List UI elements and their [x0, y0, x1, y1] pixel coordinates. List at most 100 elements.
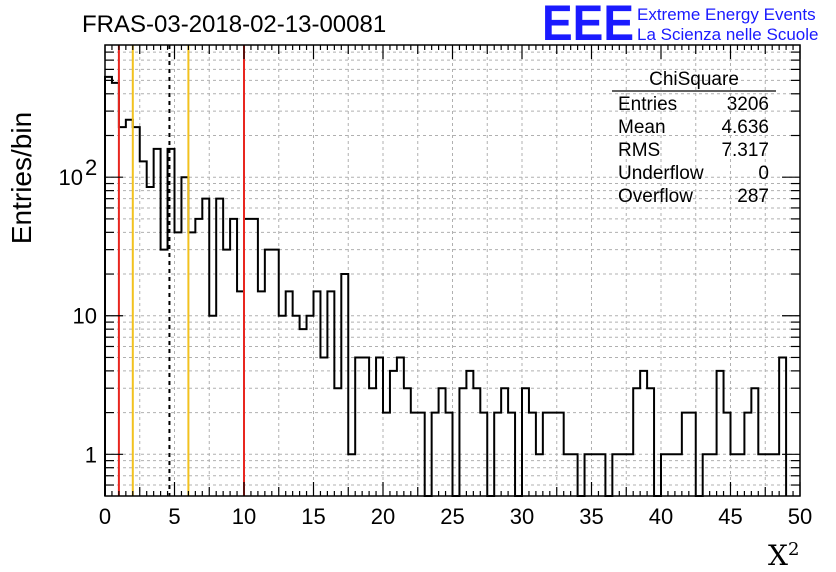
histogram-bin [140, 161, 147, 496]
x-axis-label: X2 [768, 539, 799, 572]
histogram-bin [265, 250, 272, 496]
histogram-bin [397, 357, 404, 496]
histogram-bin [661, 454, 668, 496]
histogram-bin [626, 454, 633, 496]
histogram-bin [501, 388, 508, 496]
x-tick-label: 50 [788, 504, 812, 529]
x-tick-label: 15 [301, 504, 325, 529]
histogram-bin [744, 413, 751, 496]
histogram-bin [223, 250, 230, 496]
histogram-bin [119, 127, 126, 496]
x-tick-label: 25 [440, 504, 464, 529]
histogram-bin [418, 413, 425, 496]
logo-eee-text: EEE [542, 0, 634, 51]
y-tick-label: 10 [59, 165, 83, 190]
histogram-bin [209, 316, 216, 496]
histogram-bin [411, 413, 418, 496]
histogram-bin [592, 454, 599, 496]
histogram-bin [619, 454, 626, 496]
stats-row-label: Overflow [618, 186, 693, 207]
histogram-bin [390, 371, 397, 496]
x-tick-label: 20 [371, 504, 395, 529]
histogram-bin [112, 83, 119, 496]
histogram-bin [758, 454, 765, 496]
stats-row-value: 7.317 [721, 140, 769, 161]
histogram-bin [633, 388, 640, 496]
histogram-bin [640, 371, 647, 496]
histogram-bin [216, 199, 223, 496]
y-tick-label: 1 [85, 442, 97, 467]
histogram-bin [529, 413, 536, 496]
histogram-bin [459, 388, 466, 496]
stats-title: ChiSquare [649, 69, 739, 90]
histogram-bin [126, 120, 133, 496]
histogram-bin [765, 454, 772, 496]
histogram-series [104, 75, 788, 497]
histogram-bin [307, 316, 314, 496]
histogram-bin [480, 413, 487, 496]
reference-lines [117, 45, 245, 496]
histogram-bin [675, 454, 682, 496]
histogram-bin [195, 219, 202, 496]
histogram-bin [494, 413, 501, 496]
stats-row-label: RMS [618, 140, 660, 161]
stats-row-label: Entries [618, 94, 677, 115]
histogram-bin [724, 413, 731, 496]
histogram-bin [341, 274, 348, 496]
histogram-bin [230, 219, 237, 496]
histogram-bin [682, 413, 689, 496]
x-tick-label: 10 [232, 504, 256, 529]
histogram-bin [251, 219, 258, 496]
histogram-bin [446, 413, 453, 496]
histogram-bin [598, 454, 605, 496]
histogram-bin [557, 413, 564, 496]
histogram-bin [188, 232, 195, 496]
histogram-bin [550, 413, 557, 496]
histogram-bin [737, 454, 744, 496]
histogram-bin [105, 77, 112, 496]
histogram-bin [536, 454, 543, 496]
histogram-bin [237, 291, 244, 496]
y-tick-label-exponent: 2 [85, 155, 97, 180]
histogram-bin [689, 413, 696, 496]
histogram-bin [522, 388, 529, 496]
histogram-bin [383, 413, 390, 496]
histogram-bin [320, 357, 327, 496]
histogram-bin [571, 454, 578, 496]
histogram-bin [508, 413, 515, 496]
histogram-bin [175, 232, 182, 496]
histogram-bin [258, 291, 265, 496]
histogram-bin [779, 357, 786, 496]
histogram-bin [154, 149, 161, 496]
histogram-bin [244, 219, 251, 496]
histogram-bin [751, 388, 758, 496]
stats-row-value: 287 [737, 186, 769, 207]
histogram-bin [710, 454, 717, 496]
histogram-bin [355, 357, 362, 496]
chart-title: FRAS-03-2018-02-13-00081 [82, 11, 386, 38]
x-tick-label: 30 [510, 504, 534, 529]
histogram-bin [314, 291, 321, 496]
histogram-bin [147, 187, 154, 496]
x-tick-label: 35 [579, 504, 603, 529]
histogram-bin [293, 316, 300, 496]
histogram-bin [181, 177, 188, 496]
stats-row-label: Mean [618, 117, 666, 138]
histogram-bin [348, 454, 355, 496]
histogram-bin [717, 371, 724, 496]
logo-line-2: La Scienza nelle Scuole [637, 25, 818, 44]
y-axis-label: Entries/bin [6, 112, 37, 244]
stats-row-label: Underflow [618, 163, 704, 184]
grid-lines [105, 45, 800, 496]
y-tick-label: 10 [73, 304, 97, 329]
stats-box: ChiSquare Entries 3206 Mean 4.636 RMS 7.317 Un… [612, 69, 776, 207]
stats-row-value: 0 [758, 163, 769, 184]
x-tick-label: 40 [649, 504, 673, 529]
histogram-bin [300, 329, 307, 496]
histogram-bin [376, 357, 383, 496]
histogram-bin [369, 388, 376, 496]
histogram-bin [668, 454, 675, 496]
histogram-bin [612, 454, 619, 496]
histogram-bin [543, 413, 550, 496]
